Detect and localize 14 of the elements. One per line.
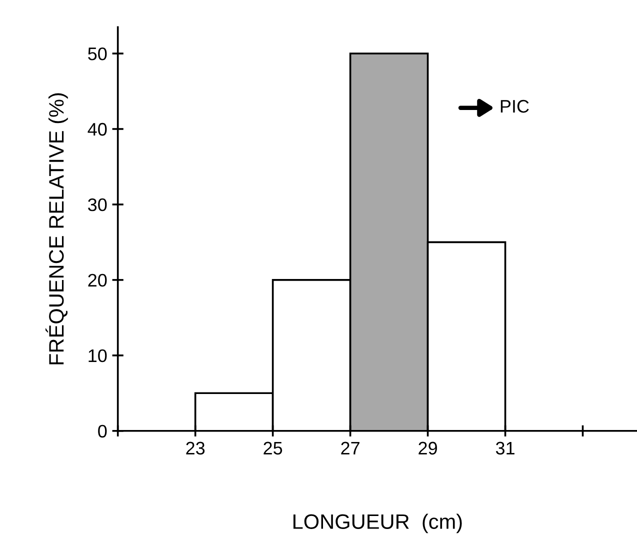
y-axis-title: FRÉQUENCE RELATIVE (%) — [46, 93, 68, 364]
x-axis-title: LONGUEUR (cm) — [293, 514, 462, 534]
y-tick-label: 40 — [88, 122, 107, 136]
annotation: PIC — [500, 100, 529, 113]
y-tick-label: 20 — [88, 274, 107, 287]
x-tick-label: 25 — [264, 442, 282, 455]
y-tick-label: 30 — [88, 198, 107, 212]
y-tick-label: 10 — [88, 349, 107, 362]
x-tick-label: 27 — [341, 442, 360, 454]
y-tick-label: 0 — [98, 424, 107, 438]
x-tick-label: 29 — [418, 442, 437, 455]
x-tick-label: 31 — [496, 442, 514, 455]
y-tick-label: 50 — [88, 47, 107, 60]
x-tick-label: 23 — [186, 442, 205, 455]
